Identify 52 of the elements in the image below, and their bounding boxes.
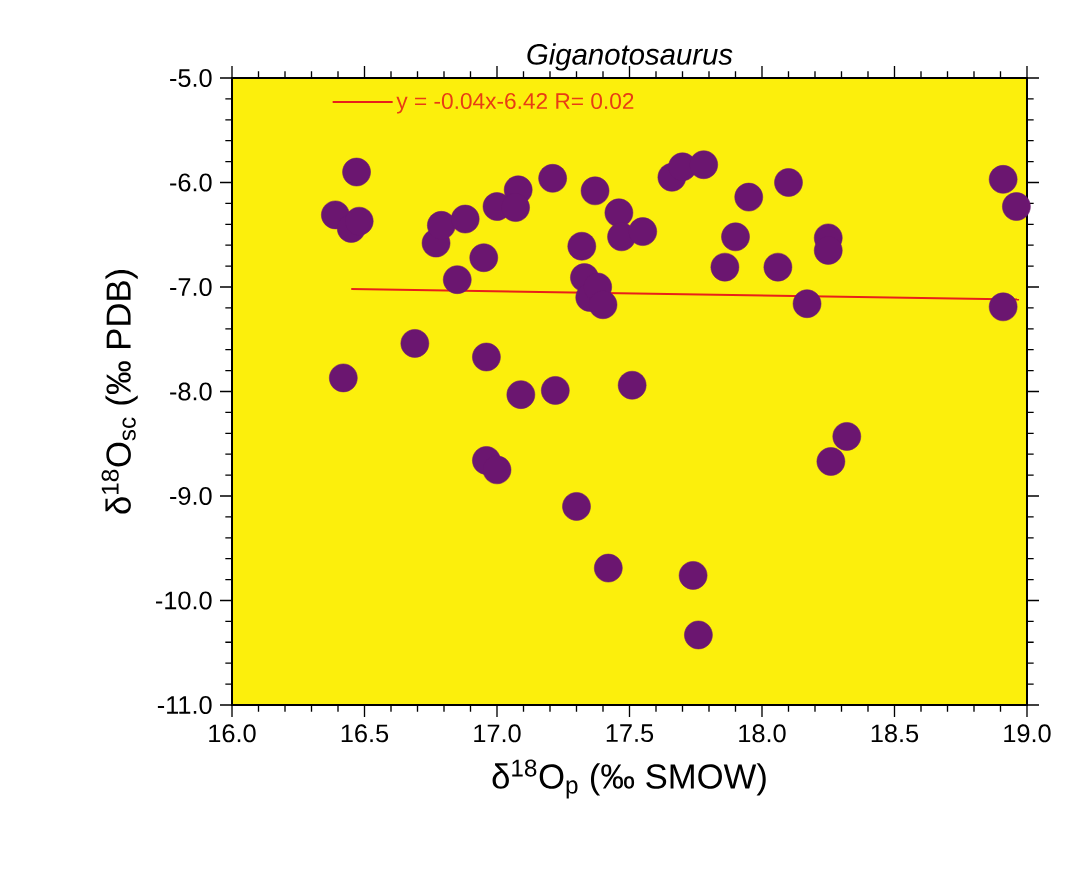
- y-tick-label: -11.0: [157, 696, 212, 714]
- point: [684, 620, 713, 650]
- y-tick-label: -9.0: [170, 487, 212, 505]
- point: [588, 290, 618, 320]
- y-tick-label: -6.0: [170, 173, 212, 192]
- x-tick-label: 19.0: [1004, 724, 1051, 743]
- y-tick-label: -5.0: [170, 69, 212, 87]
- x-tick-label: 18.5: [871, 724, 919, 743]
- point: [442, 265, 472, 294]
- point: [469, 243, 499, 272]
- point: [628, 217, 658, 246]
- point: [567, 231, 597, 261]
- point: [482, 455, 512, 485]
- point: [763, 252, 793, 282]
- point: [774, 168, 803, 197]
- y-tick-label: -10.0: [156, 591, 212, 610]
- legend-label: y = -0.04x-6.42 R= 0.02: [396, 93, 634, 114]
- point: [1002, 192, 1031, 221]
- point: [506, 380, 536, 409]
- point: [734, 182, 764, 212]
- y-tick-label: -8.0: [170, 382, 212, 401]
- point: [427, 211, 456, 240]
- point: [342, 157, 371, 187]
- point: [580, 176, 610, 206]
- point: [792, 289, 822, 318]
- y-tick-label: -7.0: [170, 278, 212, 296]
- point: [689, 150, 718, 179]
- chart-title: Giganotosaurus: [527, 43, 733, 71]
- point: [400, 329, 430, 358]
- y-axis-title: δ$^{18}$O$_{sc}$ (‰ PDB): [101, 270, 138, 514]
- point: [329, 363, 358, 393]
- x-tick-label: 16.0: [209, 724, 256, 743]
- point: [617, 370, 647, 400]
- point: [678, 561, 708, 590]
- point: [604, 198, 634, 228]
- point: [594, 553, 623, 583]
- point: [721, 222, 750, 252]
- point: [538, 164, 567, 193]
- point: [816, 447, 846, 476]
- point: [832, 422, 862, 451]
- point: [988, 165, 1018, 194]
- point: [562, 492, 591, 521]
- x-tick-label: 17.0: [474, 724, 521, 743]
- x-tick-label: 16.5: [341, 724, 389, 743]
- point: [988, 292, 1018, 322]
- x-axis-title: δ$^{18}$O$_{p}$ (‰ SMOW): [492, 759, 766, 799]
- point: [450, 204, 480, 234]
- x-tick-label: 18.0: [739, 724, 786, 743]
- point: [472, 342, 501, 372]
- point: [541, 376, 570, 405]
- point: [710, 252, 740, 282]
- x-tick-label: 17.5: [606, 724, 654, 743]
